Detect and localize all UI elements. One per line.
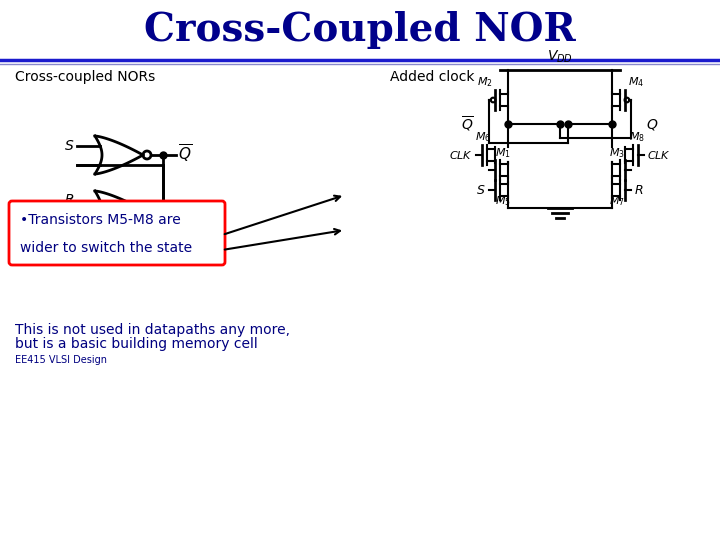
Text: $M_3$: $M_3$ xyxy=(609,146,626,159)
Text: $M_5$: $M_5$ xyxy=(495,194,510,208)
Text: $M_7$: $M_7$ xyxy=(609,194,626,208)
Text: R: R xyxy=(64,193,74,207)
Text: $R$: $R$ xyxy=(634,184,644,197)
Text: $\overline{Q}$: $\overline{Q}$ xyxy=(461,114,474,133)
Text: S: S xyxy=(66,138,74,152)
Text: Cross-coupled NORs: Cross-coupled NORs xyxy=(15,70,156,84)
Text: •Transistors M5-M8 are: •Transistors M5-M8 are xyxy=(20,213,181,227)
Text: Cross-Coupled NOR: Cross-Coupled NOR xyxy=(144,11,576,49)
Text: $V_{DD}$: $V_{DD}$ xyxy=(547,49,573,65)
Text: $CLK$: $CLK$ xyxy=(647,149,671,161)
Text: $CLK$: $CLK$ xyxy=(449,149,473,161)
Text: $M_6$: $M_6$ xyxy=(475,131,491,145)
Text: $Q$: $Q$ xyxy=(646,117,658,132)
FancyBboxPatch shape xyxy=(9,201,225,265)
Text: $S$: $S$ xyxy=(477,184,486,197)
Text: $M_8$: $M_8$ xyxy=(629,131,645,145)
Text: $M_1$: $M_1$ xyxy=(495,146,510,159)
Text: $\overline{Q}$: $\overline{Q}$ xyxy=(178,143,192,165)
Text: but is a basic building memory cell: but is a basic building memory cell xyxy=(15,337,258,351)
Text: $M_2$: $M_2$ xyxy=(477,76,492,90)
Text: This is not used in datapaths any more,: This is not used in datapaths any more, xyxy=(15,323,290,337)
Text: $M_4$: $M_4$ xyxy=(628,76,644,90)
Text: wider to switch the state: wider to switch the state xyxy=(20,241,192,255)
Text: $Q$: $Q$ xyxy=(178,200,192,218)
Text: Added clock: Added clock xyxy=(390,70,474,84)
Text: EE415 VLSI Design: EE415 VLSI Design xyxy=(15,355,107,365)
